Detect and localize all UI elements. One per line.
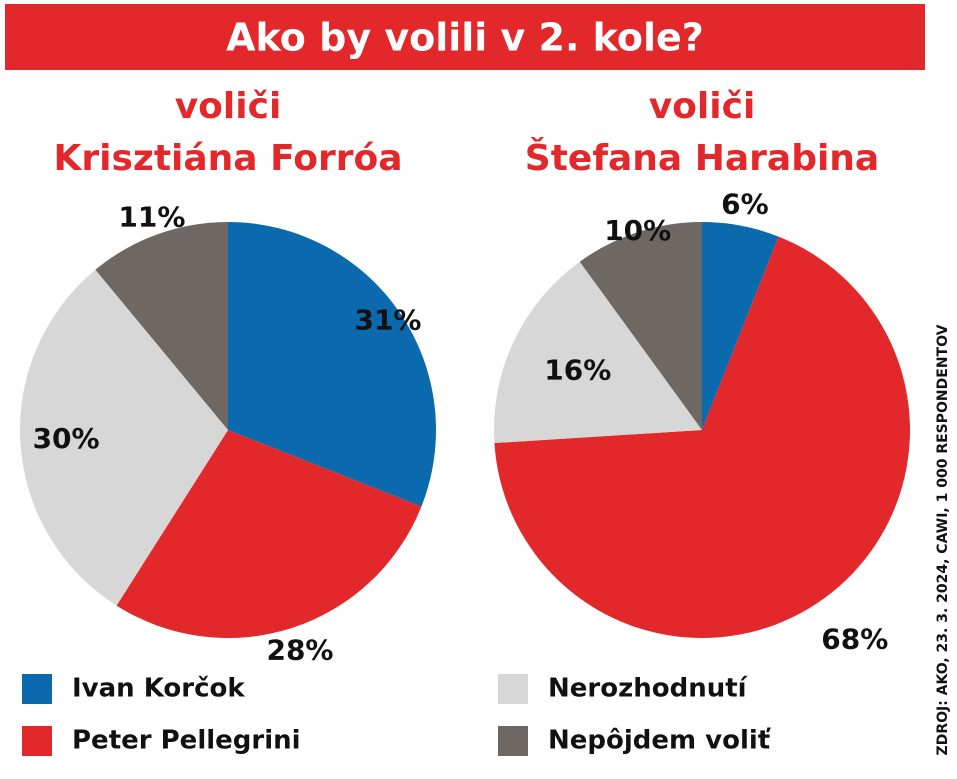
data-label: 6% <box>721 187 769 220</box>
data-label: 68% <box>821 622 888 655</box>
legend-label: Peter Pellegrini <box>72 726 301 756</box>
pie-slice <box>19 269 229 606</box>
legend-swatch <box>22 726 52 756</box>
legend-label: Nerozhodnutí <box>548 674 749 704</box>
title-banner <box>5 4 925 70</box>
pie-title: voliči <box>175 86 282 127</box>
data-label: 31% <box>354 303 421 336</box>
data-label: 16% <box>544 354 611 387</box>
pie-slice <box>116 430 422 638</box>
title: Ako by volili v 2. kole? <box>226 16 704 60</box>
pie-title: Krisztiána Forróa <box>53 138 402 179</box>
legend-label: Nepôjdem voliť <box>548 726 772 756</box>
pie-slice <box>228 222 437 507</box>
data-label: 11% <box>118 201 185 234</box>
pie-slice <box>579 222 702 430</box>
legend-swatch <box>22 674 52 704</box>
pie-slice <box>494 236 911 638</box>
pie-title: Štefana Harabina <box>525 137 879 179</box>
pie-slice <box>95 222 229 430</box>
pie-slice <box>702 222 779 430</box>
data-label: 28% <box>266 634 333 667</box>
legend-swatch <box>498 674 528 704</box>
pie-title: voliči <box>649 86 756 127</box>
data-label: 10% <box>604 214 671 247</box>
pie-slice <box>494 261 702 444</box>
data-label: 30% <box>33 422 100 455</box>
legend-swatch <box>498 726 528 756</box>
source: ZDROJ: AKO, 23. 3. 2024, CAWI, 1 000 RES… <box>935 324 951 755</box>
legend-label: Ivan Korčok <box>72 674 245 704</box>
